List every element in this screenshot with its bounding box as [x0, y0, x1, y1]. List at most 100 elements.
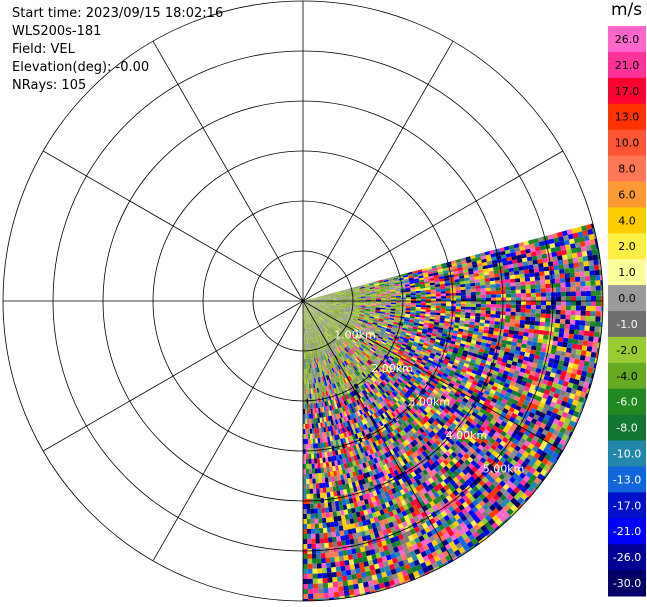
velocity-cell: [414, 318, 420, 322]
velocity-cell: [530, 312, 536, 318]
velocity-cell: [441, 301, 446, 304]
velocity-cell: [575, 320, 581, 326]
velocity-cell: [554, 269, 560, 275]
velocity-cell: [459, 323, 465, 327]
velocity-cell: [368, 317, 374, 320]
velocity-cell: [370, 310, 376, 313]
velocity-cell: [519, 367, 526, 373]
velocity-cell: [429, 339, 435, 344]
velocity-cell: [491, 301, 496, 305]
velocity-cell: [536, 254, 543, 260]
velocity-cell: [561, 346, 567, 353]
velocity-cell: [402, 341, 408, 346]
velocity-cell: [520, 281, 526, 286]
velocity-cell: [410, 304, 416, 307]
velocity-cell: [512, 334, 519, 339]
velocity-cell: [495, 342, 502, 347]
velocity-cell: [569, 357, 575, 364]
velocity-cell: [551, 397, 558, 404]
velocity-cell: [381, 325, 388, 329]
velocity-cell: [404, 282, 410, 285]
velocity-cell: [519, 320, 526, 325]
velocity-cell: [405, 311, 411, 315]
velocity-cell: [538, 334, 544, 339]
velocity-cell: [324, 309, 330, 312]
velocity-cell: [416, 301, 421, 304]
velocity-cell: [514, 323, 520, 328]
velocity-cell: [409, 350, 415, 355]
velocity-cell: [334, 311, 340, 314]
velocity-cell: [443, 370, 450, 375]
velocity-cell: [419, 353, 425, 358]
velocity-cell: [491, 337, 498, 343]
velocity-cell: [311, 301, 316, 303]
velocity-cell: [360, 309, 366, 311]
velocity-cell: [457, 264, 463, 269]
velocity-cell: [466, 338, 472, 343]
velocity-cell: [430, 309, 436, 313]
velocity-cell: [526, 252, 532, 258]
velocity-cell: [385, 309, 391, 312]
velocity-cell: [315, 305, 320, 308]
velocity-cell: [560, 370, 567, 377]
velocity-cell: [472, 264, 478, 268]
velocity-cell: [419, 339, 425, 343]
velocity-cell: [394, 334, 400, 338]
velocity-cell: [430, 303, 436, 306]
velocity-cell: [580, 246, 587, 252]
velocity-cell: [545, 309, 551, 314]
velocity-cell: [351, 322, 356, 326]
velocity-cell: [544, 244, 551, 250]
velocity-cell: [531, 380, 538, 386]
velocity-cell: [556, 398, 563, 406]
velocity-cell: [321, 301, 326, 303]
velocity-cell: [335, 298, 341, 300]
velocity-cell: [487, 354, 494, 359]
velocity-cell: [545, 283, 551, 289]
velocity-cell: [546, 366, 553, 373]
velocity-cell: [463, 268, 469, 273]
velocity-cell: [338, 315, 343, 318]
velocity-cell: [445, 303, 451, 307]
velocity-cell: [546, 395, 554, 402]
velocity-cell: [447, 362, 453, 368]
velocity-cell: [345, 306, 351, 308]
velocity-cell: [590, 223, 595, 229]
velocity-cell: [477, 335, 483, 339]
velocity-cell: [586, 296, 591, 301]
velocity-cell: [489, 347, 496, 353]
velocity-cell: [565, 287, 571, 292]
velocity-cell: [476, 301, 481, 305]
velocity-cell: [500, 250, 506, 256]
velocity-cell: [450, 285, 456, 289]
velocity-cell: [447, 266, 453, 271]
velocity-cell: [435, 352, 442, 357]
velocity-cell: [435, 310, 441, 313]
velocity-cell: [390, 289, 396, 292]
velocity-cell: [315, 303, 321, 305]
velocity-cell: [331, 302, 336, 303]
velocity-cell: [415, 312, 421, 316]
velocity-cell: [330, 298, 336, 300]
velocity-cell: [370, 297, 376, 299]
velocity-cell: [575, 305, 581, 311]
velocity-cell: [416, 347, 422, 351]
velocity-cell: [379, 314, 385, 317]
velocity-cell: [516, 301, 521, 305]
velocity-cell: [488, 327, 495, 332]
velocity-cell: [464, 323, 470, 328]
velocity-cell: [310, 302, 316, 303]
velocity-cell: [445, 311, 451, 314]
velocity-cell: [547, 257, 553, 263]
velocity-cell: [501, 297, 506, 301]
velocity-cell: [458, 328, 464, 333]
velocity-cell: [305, 302, 311, 305]
velocity-cell: [519, 407, 526, 414]
velocity-cell: [340, 306, 346, 309]
velocity-cell: [376, 326, 382, 330]
velocity-cell: [438, 358, 444, 364]
velocity-cell: [530, 309, 536, 314]
velocity-cell: [336, 299, 341, 301]
velocity-cell: [501, 301, 506, 305]
velocity-cell: [572, 257, 579, 263]
